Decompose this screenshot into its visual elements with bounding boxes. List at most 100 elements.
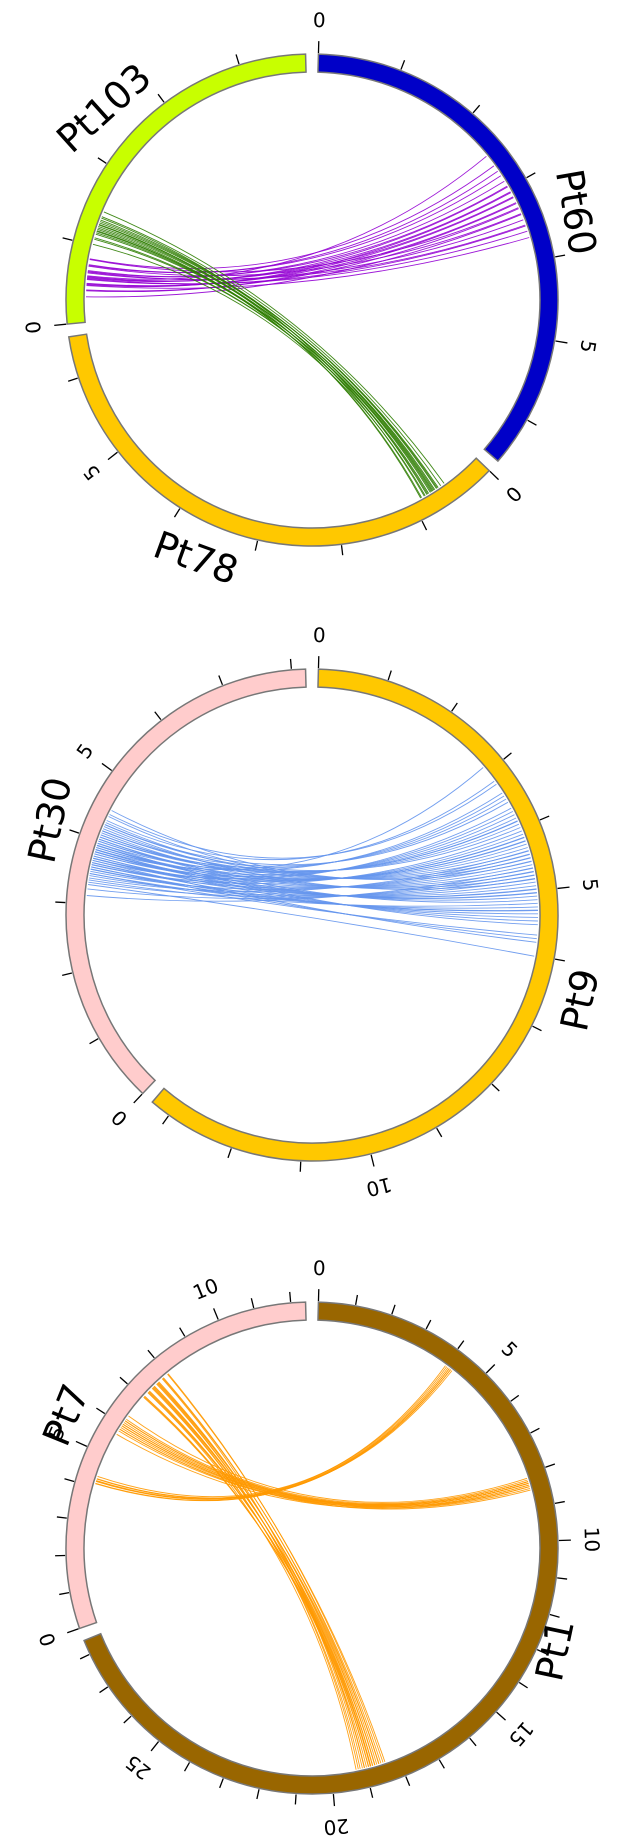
link-pt9-pt30 xyxy=(96,840,526,881)
link-pt60-pt103 xyxy=(86,197,514,287)
link-pt9-pt30 xyxy=(89,873,538,936)
tick-mark xyxy=(75,1440,88,1447)
tick-mark xyxy=(101,762,113,772)
tick-mark xyxy=(67,377,78,382)
tick-mark xyxy=(250,1298,255,1309)
tick-mark xyxy=(518,1681,528,1689)
tick-mark xyxy=(469,1737,477,1747)
tick-mark xyxy=(133,1093,143,1104)
tick-mark xyxy=(55,901,66,904)
link-pt9-pt30 xyxy=(109,783,497,859)
tick-mark xyxy=(489,470,500,481)
chromosome-pt78: 0 5 Pt78 xyxy=(67,333,527,593)
link-pt9-pt30 xyxy=(94,851,537,899)
link-pt9-pt30 xyxy=(97,842,538,926)
tick-mark xyxy=(150,1741,160,1752)
tick-mark xyxy=(557,1577,568,1580)
link-pt9-pt30 xyxy=(93,858,537,898)
tick-label: 10 xyxy=(364,1172,394,1201)
link-pt1-pt7 xyxy=(156,1383,365,1769)
chromosome-arc-pt7 xyxy=(65,1301,307,1630)
tick-mark xyxy=(89,1038,99,1045)
link-pt78-pt103 xyxy=(101,217,428,495)
link-group xyxy=(86,767,539,957)
link-pt78-pt103 xyxy=(99,221,438,489)
tick-mark xyxy=(254,540,259,551)
link-pt9-pt30 xyxy=(100,834,528,879)
tick-mark xyxy=(227,1148,232,1159)
tick-mark xyxy=(69,829,80,834)
link-pt9-pt30 xyxy=(95,849,538,922)
tick-mark xyxy=(545,1463,556,1468)
tick-mark xyxy=(510,1394,520,1402)
tick-mark xyxy=(154,711,162,721)
tick-mark xyxy=(554,958,565,962)
link-pt1-pt7 xyxy=(144,1395,367,1768)
tick-mark xyxy=(99,1686,109,1694)
tick-mark xyxy=(532,1025,542,1032)
link-pt9-pt30 xyxy=(86,867,534,902)
tick-mark xyxy=(218,675,224,686)
tick-label: 0 xyxy=(501,481,527,507)
link-pt9-pt30 xyxy=(102,798,507,867)
tick-mark xyxy=(173,508,181,518)
link-pt9-pt30 xyxy=(92,860,537,943)
tick-mark xyxy=(64,1478,75,1483)
link-pt60-pt103 xyxy=(86,237,530,289)
tick-label: 0 xyxy=(313,8,326,32)
link-pt1-pt7 xyxy=(152,1387,359,1770)
link-pt9-pt30 xyxy=(90,853,530,890)
chromosome-arc-pt78 xyxy=(67,333,491,547)
tick-mark xyxy=(162,1115,169,1125)
link-pt9-pt30 xyxy=(94,851,533,888)
tick-mark xyxy=(557,886,570,890)
link-pt9-pt30 xyxy=(89,875,536,897)
circos-panel-middle: 0 5 10 Pt9 0 5 Pt30 xyxy=(20,623,608,1202)
link-pt60-pt103 xyxy=(89,165,495,269)
link-group xyxy=(95,1365,531,1770)
link-group xyxy=(85,155,530,499)
chromosome-arc-pt30 xyxy=(65,668,307,1095)
link-pt9-pt30 xyxy=(99,820,518,873)
tick-label: 0 xyxy=(21,320,46,335)
tick-mark xyxy=(438,1759,445,1769)
link-pt9-pt30 xyxy=(111,810,532,880)
tick-mark xyxy=(332,1794,336,1807)
link-pt60-pt103 xyxy=(87,180,505,278)
tick-label: 5 xyxy=(497,1337,523,1363)
link-pt1-pt7 xyxy=(118,1430,530,1508)
link-pt1-pt7 xyxy=(128,1415,528,1503)
link-pt60-pt103 xyxy=(87,185,508,278)
tick-mark xyxy=(400,60,406,70)
link-pt9-pt30 xyxy=(104,801,509,866)
tick-mark xyxy=(147,1349,155,1359)
tick-mark xyxy=(425,1319,432,1330)
tick-mark xyxy=(536,1649,547,1655)
tick-mark xyxy=(549,1613,560,1618)
link-pt1-pt7 xyxy=(122,1423,529,1506)
tick-mark xyxy=(256,1789,260,1800)
tick-mark xyxy=(294,1794,297,1805)
link-pt1-pt7 xyxy=(152,1386,376,1766)
link-pt78-pt103 xyxy=(101,216,442,487)
link-pt1-pt7 xyxy=(147,1391,373,1766)
link-pt1-pt7 xyxy=(119,1428,531,1510)
tick-mark xyxy=(472,104,481,114)
link-pt1-pt7 xyxy=(149,1390,370,1767)
link-pt9-pt30 xyxy=(98,840,527,880)
link-pt9-pt30 xyxy=(96,845,538,901)
tick-mark xyxy=(503,752,512,760)
link-pt9-pt30 xyxy=(97,792,503,871)
tick-label: 10 xyxy=(580,1526,605,1552)
link-pt78-pt103 xyxy=(97,227,436,490)
tick-label: 0 xyxy=(313,1256,326,1280)
tick-mark xyxy=(62,972,73,976)
tick-mark xyxy=(59,1591,70,1596)
tick-label: 0 xyxy=(106,1105,132,1131)
tick-mark xyxy=(107,451,118,461)
tick-label: 5 xyxy=(578,877,603,892)
